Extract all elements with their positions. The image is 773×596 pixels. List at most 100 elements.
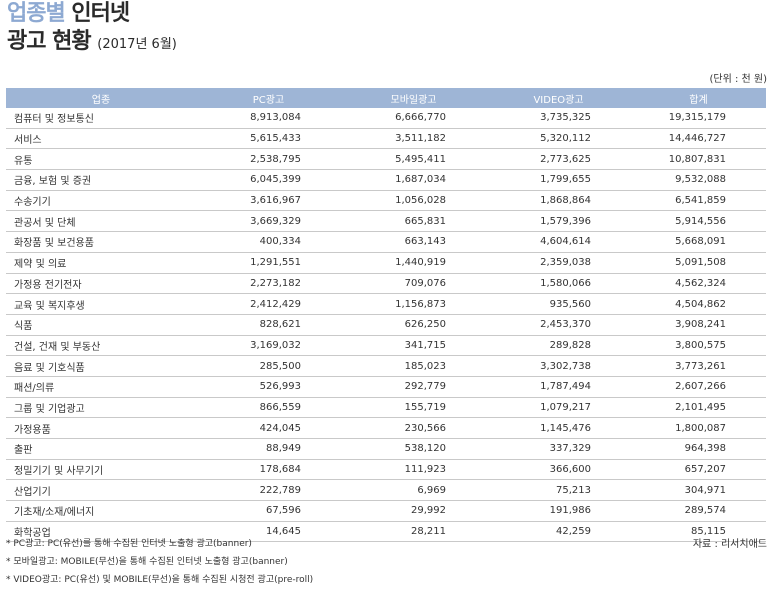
cell-mobile-ad: 665,831 [341, 210, 486, 233]
cell-video-ad: 366,600 [486, 459, 631, 481]
cell-pc-ad: 14,645 [196, 521, 341, 543]
footnotes: * PC광고: PC(유선)를 통해 수집된 인터넷 노출형 광고(banner… [6, 535, 313, 589]
cell-mobile-ad: 626,250 [341, 314, 486, 336]
table-row: 서비스 5,615,433 3,511,182 5,320,112 14,446,727 [6, 128, 766, 150]
footnote-video: * VIDEO광고: PC(유선) 및 MOBILE(무선)을 통해 수집된 시… [6, 575, 314, 585]
cell-video-ad: 5,320,112 [486, 128, 631, 150]
title-accent: 업종별 [7, 1, 66, 26]
table-row: 음료 및 기호식품 285,500 185,023 3,302,738 3,773,26… [6, 355, 766, 377]
cell-industry: 패션/의류 [6, 376, 196, 398]
cell-mobile-ad: 29,992 [341, 500, 486, 522]
cell-industry: 정밀기기 및 사무기기 [6, 459, 196, 481]
cell-video-ad: 1,579,396 [486, 210, 631, 233]
cell-total: 2,607,266 [631, 376, 766, 398]
cell-industry: 교육 및 복지후생 [6, 293, 196, 315]
table-row: 그룹 및 기업광고 866,559 155,719 1,079,217 2,101,49… [6, 397, 766, 419]
cell-video-ad: 1,787,494 [486, 376, 631, 398]
cell-total: 3,908,241 [631, 314, 766, 336]
cell-industry: 유통 [6, 148, 196, 171]
cell-total: 5,914,556 [631, 210, 766, 233]
cell-industry: 기초재/소재/에너지 [6, 500, 196, 522]
title-line-1: 업종별 인터넷 [7, 1, 177, 26]
title-line-2: 광고 현황 (2017년 6월) [7, 30, 177, 54]
cell-video-ad: 42,259 [486, 521, 631, 543]
cell-total: 4,562,324 [631, 273, 766, 295]
cell-video-ad: 1,868,864 [486, 190, 631, 212]
header-pc-ad: PC광고 [196, 88, 341, 108]
cell-pc-ad: 178,684 [196, 459, 341, 481]
footnote-mobile: * 모바일광고: MOBILE(무선)을 통해 수집된 인터넷 노출형 광고(b… [6, 557, 288, 567]
table-row: 금융, 보험 및 증권 6,045,399 1,687,034 1,799,655 9,… [6, 169, 766, 191]
table-row: 컴퓨터 및 정보통신 8,913,084 6,666,770 3,735,325 19,… [6, 108, 766, 129]
cell-total: 657,207 [631, 459, 766, 481]
cell-industry: 금융, 보험 및 증권 [6, 169, 196, 191]
cell-industry: 가정용품 [6, 417, 196, 439]
cell-industry: 수송기기 [6, 190, 196, 212]
cell-video-ad: 1,079,217 [486, 397, 631, 419]
cell-video-ad: 75,213 [486, 479, 631, 502]
cell-mobile-ad: 663,143 [341, 231, 486, 253]
table-row: 식품 828,621 626,250 2,453,370 3,908,241 [6, 314, 766, 336]
table-row: 화학공업 14,645 28,211 42,259 85,115 [6, 521, 766, 543]
cell-pc-ad: 526,993 [196, 376, 341, 398]
cell-mobile-ad: 1,056,028 [341, 190, 486, 212]
cell-video-ad: 1,145,476 [486, 417, 631, 439]
header-industry: 업종 [6, 88, 196, 108]
cell-mobile-ad: 5,495,411 [341, 148, 486, 171]
cell-video-ad: 2,773,625 [486, 148, 631, 171]
cell-pc-ad: 285,500 [196, 355, 341, 377]
cell-pc-ad: 5,615,433 [196, 128, 341, 150]
table-row: 건설, 건재 및 부동산 3,169,032 341,715 289,828 3,800… [6, 335, 766, 357]
cell-total: 14,446,727 [631, 128, 766, 150]
cell-video-ad: 2,359,038 [486, 252, 631, 274]
cell-total: 10,807,831 [631, 148, 766, 171]
cell-mobile-ad: 709,076 [341, 273, 486, 295]
cell-industry: 건설, 건재 및 부동산 [6, 335, 196, 357]
cell-pc-ad: 2,412,429 [196, 293, 341, 315]
table-row: 교육 및 복지후생 2,412,429 1,156,873 935,560 4,504,… [6, 293, 766, 315]
header-mobile-ad: 모바일광고 [341, 88, 486, 108]
cell-total: 1,800,087 [631, 417, 766, 439]
cell-video-ad: 289,828 [486, 335, 631, 357]
cell-industry: 그룹 및 기업광고 [6, 397, 196, 419]
cell-pc-ad: 1,291,551 [196, 252, 341, 274]
cell-industry: 화장품 및 보건용품 [6, 231, 196, 253]
cell-total: 3,800,575 [631, 335, 766, 357]
cell-pc-ad: 67,596 [196, 500, 341, 522]
cell-total: 9,532,088 [631, 169, 766, 191]
source-label: 자료 : 리서치애드 [692, 539, 767, 550]
title-date: (2017년 6월) [97, 37, 177, 53]
cell-mobile-ad: 538,120 [341, 438, 486, 460]
cell-industry: 관공서 및 단체 [6, 210, 196, 233]
cell-video-ad: 935,560 [486, 293, 631, 315]
cell-total: 6,541,859 [631, 190, 766, 212]
cell-mobile-ad: 341,715 [341, 335, 486, 357]
cell-pc-ad: 3,669,329 [196, 210, 341, 233]
footnote-pc: * PC광고: PC(유선)를 통해 수집된 인터넷 노출형 광고(banner… [6, 539, 252, 549]
cell-industry: 컴퓨터 및 정보통신 [6, 108, 196, 129]
cell-pc-ad: 222,789 [196, 479, 341, 502]
cell-pc-ad: 400,334 [196, 231, 341, 253]
cell-mobile-ad: 111,923 [341, 459, 486, 481]
cell-video-ad: 1,799,655 [486, 169, 631, 191]
cell-total: 289,574 [631, 500, 766, 522]
cell-pc-ad: 424,045 [196, 417, 341, 439]
cell-mobile-ad: 6,666,770 [341, 108, 486, 129]
cell-video-ad: 4,604,614 [486, 231, 631, 253]
cell-industry: 식품 [6, 314, 196, 336]
cell-mobile-ad: 1,440,919 [341, 252, 486, 274]
cell-video-ad: 191,986 [486, 500, 631, 522]
cell-total: 5,668,091 [631, 231, 766, 253]
title-main: 인터넷 [71, 1, 130, 26]
table-row: 화장품 및 보건용품 400,334 663,143 4,604,614 5,668,0… [6, 231, 766, 253]
table-row: 제약 및 의료 1,291,551 1,440,919 2,359,038 5,091,… [6, 252, 766, 274]
table-body: 컴퓨터 및 정보통신 8,913,084 6,666,770 3,735,325 19,… [6, 108, 766, 543]
cell-mobile-ad: 230,566 [341, 417, 486, 439]
cell-pc-ad: 3,169,032 [196, 335, 341, 357]
cell-mobile-ad: 185,023 [341, 355, 486, 377]
cell-mobile-ad: 28,211 [341, 521, 486, 543]
cell-pc-ad: 828,621 [196, 314, 341, 336]
cell-mobile-ad: 1,687,034 [341, 169, 486, 191]
cell-mobile-ad: 6,969 [341, 479, 486, 502]
cell-industry: 가정용 전기전자 [6, 273, 196, 295]
